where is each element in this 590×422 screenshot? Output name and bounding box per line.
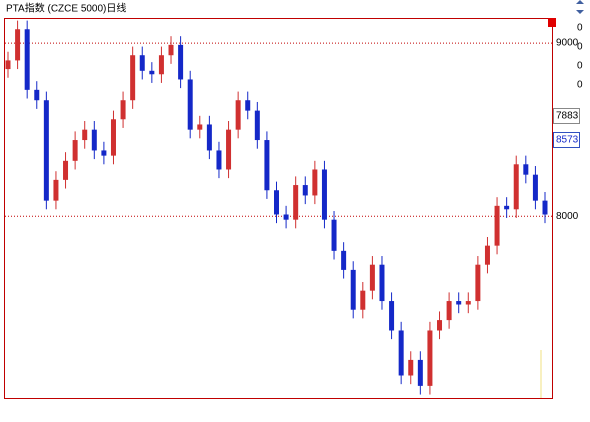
candle-body (120, 100, 126, 120)
candle-body (456, 301, 462, 305)
indicator-label: 0 (577, 61, 583, 72)
candle-body (398, 330, 404, 376)
candle-body (494, 205, 500, 246)
candle-body (130, 55, 136, 101)
candle-body (168, 44, 174, 56)
candle-body (465, 301, 471, 305)
indicator-label: 0 (577, 80, 583, 91)
candle-body (24, 29, 30, 90)
candle-body (331, 219, 337, 251)
corner-marker (548, 18, 556, 27)
price-tag-box (553, 108, 580, 124)
candle-body (226, 129, 232, 170)
candle-body (321, 169, 327, 220)
candle-body (446, 301, 452, 321)
candle-body (158, 55, 164, 75)
candle-body (350, 269, 356, 310)
candle-body (139, 55, 145, 71)
candle-body (178, 44, 184, 80)
candle-body (110, 119, 116, 156)
indicator-label: 0 (577, 23, 583, 34)
y-tick-label: 9000 (556, 38, 579, 49)
candle-body (408, 359, 414, 376)
candle-body (293, 185, 299, 220)
candle-body (312, 169, 318, 196)
chart-title: PTA指数 (CZCE 5000)日线 (6, 2, 126, 15)
candle-body (417, 359, 423, 386)
candle-body (245, 100, 251, 111)
price-tag: 8573 (556, 135, 579, 146)
candle-body (283, 214, 289, 220)
candle-body (15, 29, 21, 61)
candle-body (235, 100, 241, 130)
candle-body (542, 200, 548, 215)
candle-body (504, 205, 510, 210)
plot-frame (4, 18, 553, 399)
candle-body (379, 264, 385, 302)
candle-body (82, 129, 88, 141)
candle-body (523, 164, 529, 175)
candle-body (216, 150, 222, 170)
candle-body (63, 160, 69, 180)
candle-body (264, 140, 270, 191)
candle-body (91, 129, 97, 151)
price-tag-box (553, 132, 580, 148)
candle-body (274, 190, 279, 215)
candle-body (475, 264, 481, 302)
price-tag: 7883 (556, 111, 579, 122)
candle-body (101, 150, 107, 156)
candle-body (34, 89, 40, 101)
candle-body (369, 264, 375, 291)
candle-body (437, 320, 443, 331)
candle-body (341, 250, 347, 270)
candle-body (389, 301, 395, 331)
candle-body (484, 245, 490, 265)
candle-body (197, 124, 203, 130)
candle-body (206, 124, 212, 151)
candle-body (360, 290, 366, 310)
candle-body (513, 164, 519, 210)
candle-body (149, 70, 155, 75)
candle-body (427, 330, 433, 386)
candle-body (254, 110, 260, 141)
candle-body (72, 140, 78, 161)
candle-body (5, 60, 11, 70)
indicator-label: 0 (577, 42, 583, 53)
y-tick-label: 8000 (556, 211, 579, 222)
candle-body (53, 179, 59, 201)
candle-body (43, 100, 49, 201)
scroll-icon (576, 0, 584, 14)
candle-body (302, 185, 308, 196)
candle-body (532, 174, 538, 201)
candle-body (187, 79, 193, 130)
